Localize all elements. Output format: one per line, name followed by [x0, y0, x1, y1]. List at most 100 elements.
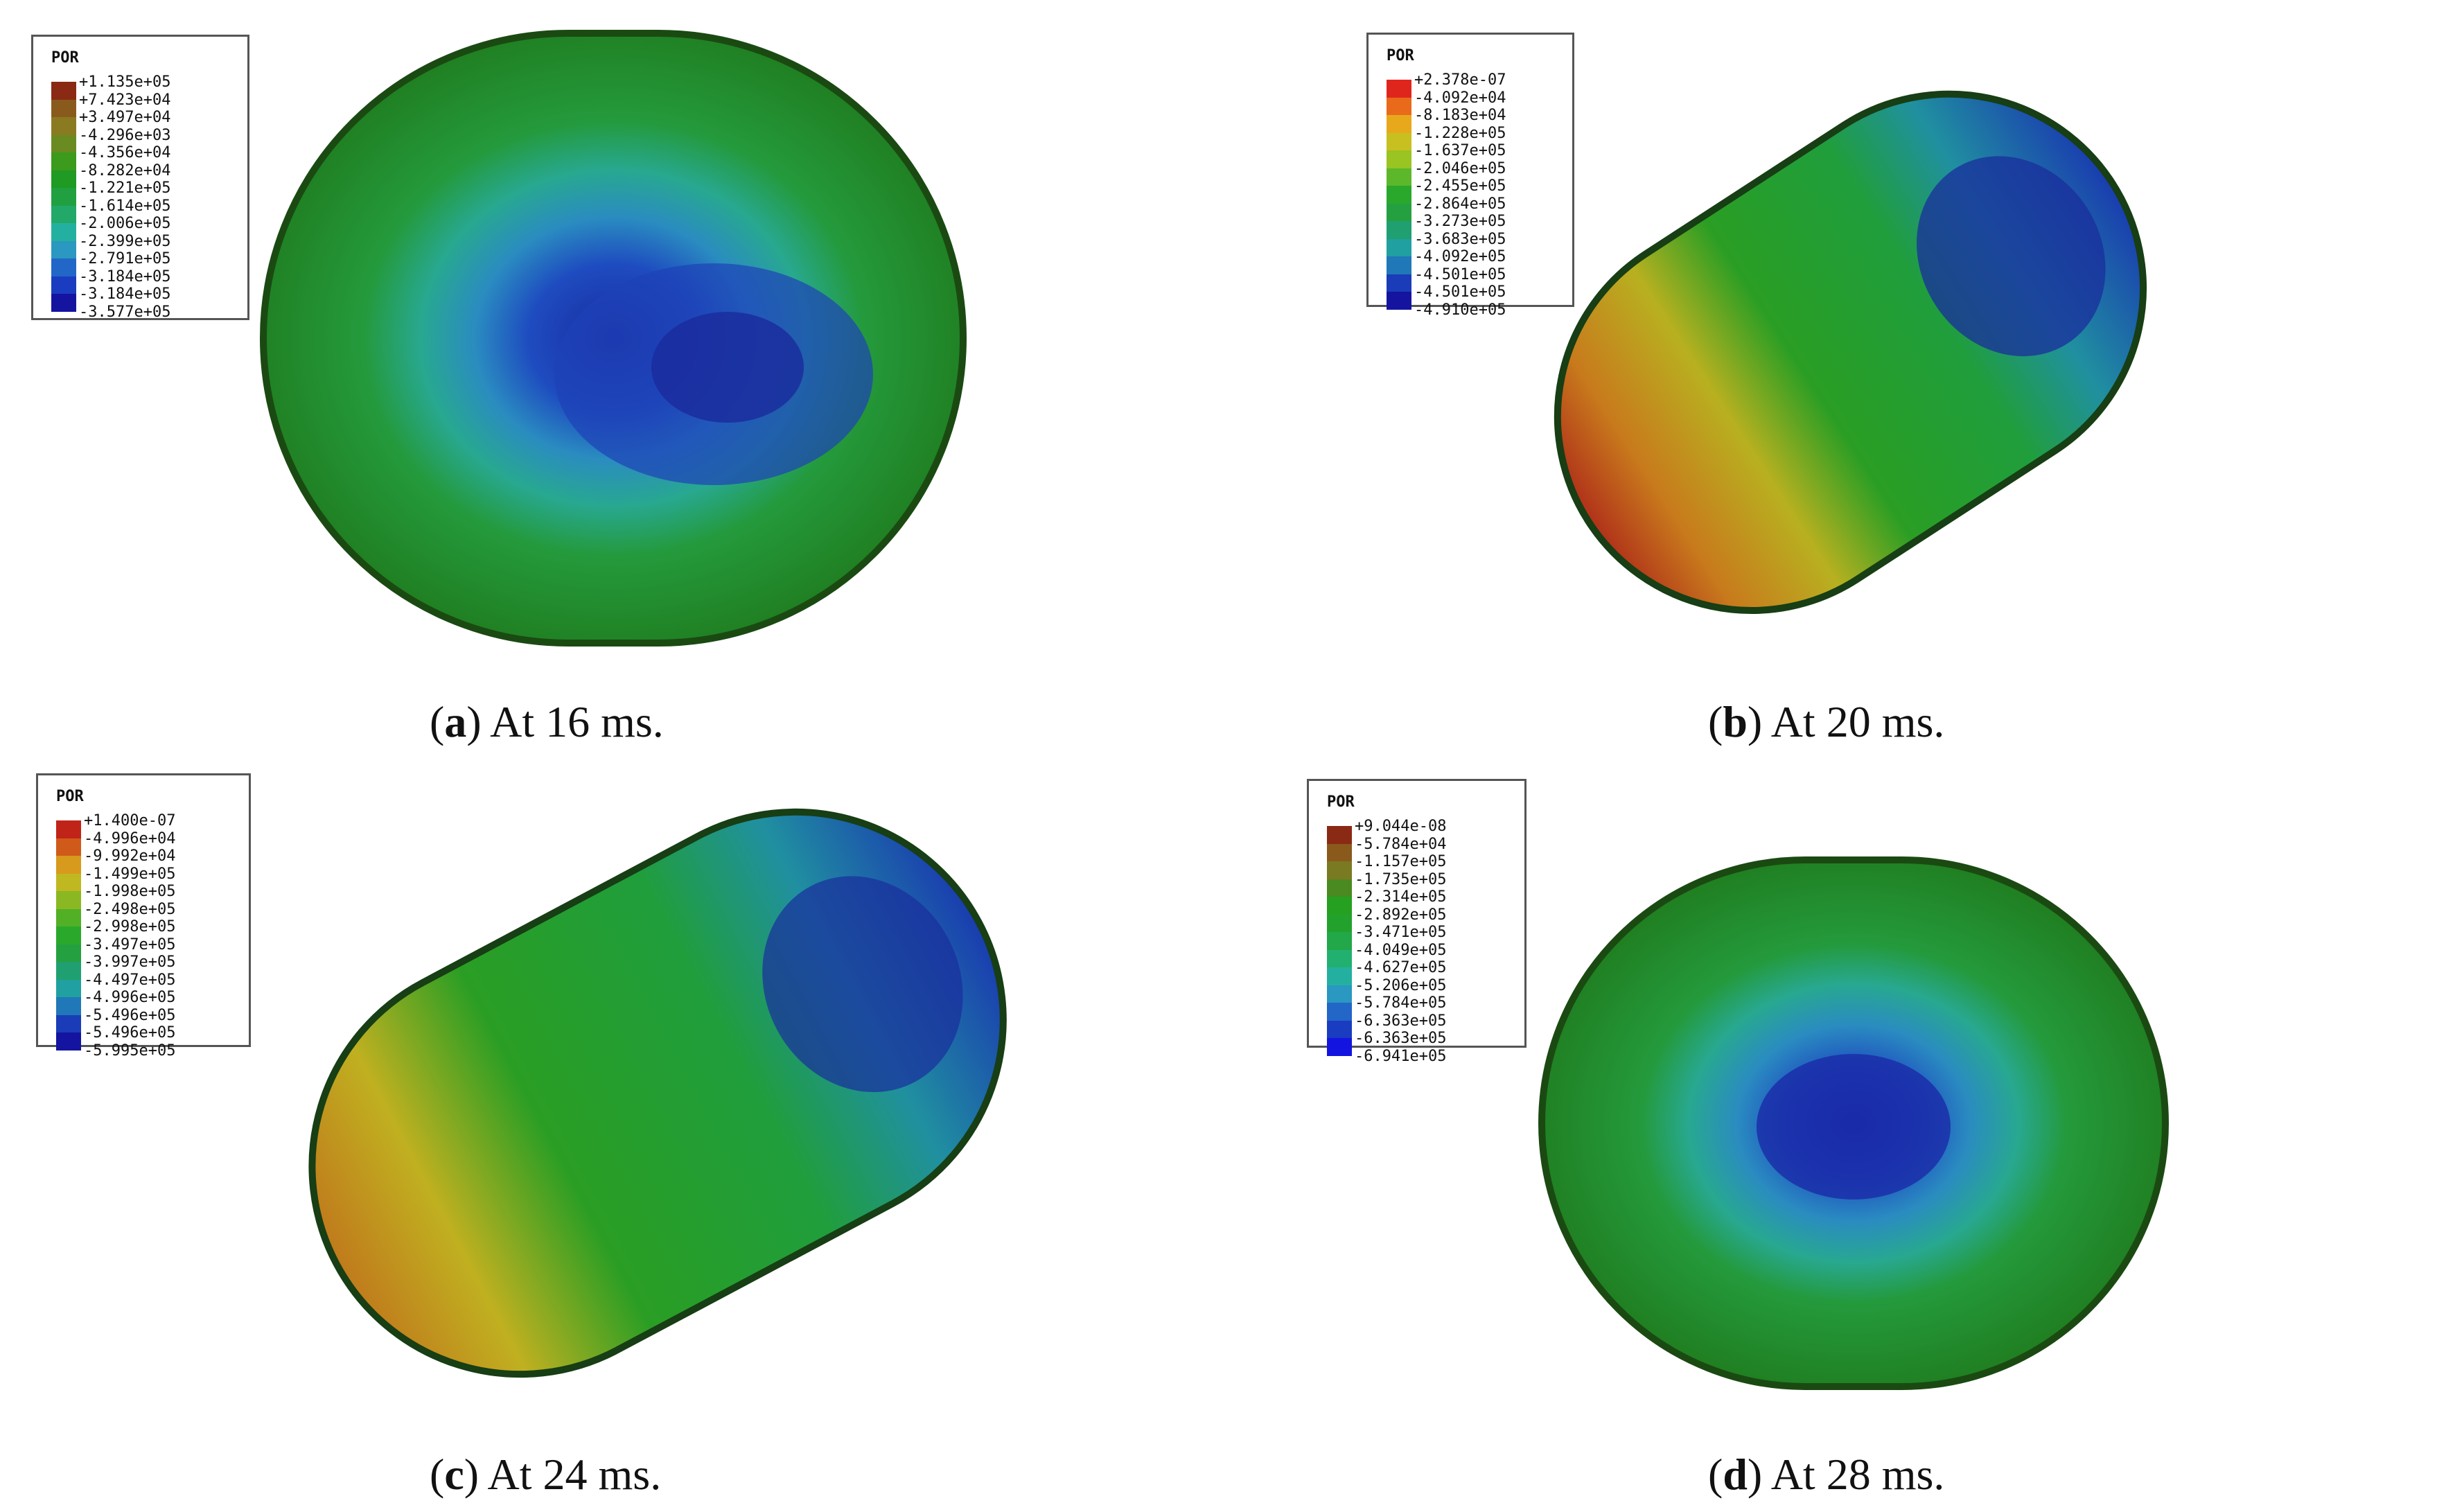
legend-swatch	[51, 188, 76, 206]
legend-value: -4.910e+05	[1414, 301, 1506, 319]
legend-entry: -3.471e+05	[1327, 925, 1528, 950]
legend-swatch	[56, 944, 81, 962]
caption: (c) At 24 ms.	[430, 1450, 662, 1499]
legend-value: -1.998e+05	[84, 883, 176, 900]
panel-b: POR +2.378e-07 -4.092e+04 -8.183e+04 -1.228…	[1223, 0, 2446, 756]
legend-swatch	[56, 962, 81, 980]
legend-entry: -1.221e+05	[51, 181, 252, 206]
legend-title: POR	[51, 49, 79, 67]
legend-swatch	[1327, 826, 1352, 844]
caption-letter: d	[1723, 1450, 1748, 1499]
legend-entry: -4.356e+04	[51, 146, 252, 170]
legend-value: -3.577e+05	[79, 303, 171, 321]
legend-value: -4.296e+03	[79, 126, 171, 144]
legend-value: -1.735e+05	[1355, 870, 1447, 888]
legend-entry: -5.496e+05	[56, 1008, 257, 1032]
legend-swatch	[1387, 274, 1411, 292]
legend-entry: -4.092e+05	[1387, 249, 1587, 274]
legend-swatch	[51, 276, 76, 294]
legend-entry: -2.998e+05	[56, 920, 257, 944]
legend-entry: -9.992e+04	[56, 849, 257, 874]
pore-pressure-contour-plot	[1554, 90, 2147, 614]
caption-letter: b	[1723, 697, 1748, 746]
legend-value: -4.049e+05	[1355, 941, 1447, 959]
legend-swatch	[56, 820, 81, 838]
legend-swatch	[1327, 985, 1352, 1003]
legend-swatch	[1327, 967, 1352, 985]
legend-entry: -1.499e+05	[56, 866, 257, 891]
legend-value: -2.455e+05	[1414, 177, 1506, 195]
legend-value: -6.363e+05	[1355, 1012, 1447, 1030]
legend-entry: -2.791e+05	[51, 252, 252, 276]
legend-swatch	[56, 926, 81, 944]
legend-entry: -1.157e+05	[1327, 854, 1528, 879]
legend-swatch	[51, 294, 76, 312]
legend-value: -5.784e+04	[1355, 835, 1447, 853]
legend-value: -5.784e+05	[1355, 994, 1447, 1012]
legend-swatch	[51, 170, 76, 188]
legend-swatch	[51, 205, 76, 223]
legend: POR +9.044e-08 -5.784e+04 -1.157e+05 -1.735…	[1307, 779, 1528, 1064]
legend-value: -4.501e+05	[1414, 283, 1506, 301]
legend-value: -2.006e+05	[79, 215, 171, 232]
legend-swatch	[56, 908, 81, 926]
legend-value: -9.992e+04	[84, 847, 176, 865]
legend-value: -3.683e+05	[1414, 230, 1506, 248]
legend-entry: -2.399e+05	[51, 234, 252, 258]
caption-letter: a	[444, 697, 467, 746]
legend-entry: -4.996e+05	[56, 990, 257, 1015]
legend-value: -5.496e+05	[84, 1006, 176, 1024]
legend-swatch	[1327, 1003, 1352, 1021]
legend-entry: -4.501e+05	[1387, 267, 1587, 292]
legend-entry: -4.627e+05	[1327, 960, 1528, 985]
legend-value: -1.499e+05	[84, 865, 176, 883]
legend-swatch	[1327, 932, 1352, 950]
legend-entry: -6.363e+05	[1327, 1013, 1528, 1038]
legend-entry: +1.135e+05	[51, 75, 252, 100]
legend-entry: -3.683e+05	[1387, 231, 1587, 256]
legend: POR +1.135e+05 +7.423e+04 +3.497e+04 -4.296…	[31, 35, 249, 320]
legend-entry: -1.637e+05	[1387, 143, 1587, 168]
legend-swatch	[51, 82, 76, 100]
legend-value: -1.637e+05	[1414, 142, 1506, 159]
legend-value: -2.399e+05	[79, 232, 171, 250]
legend-entry: -3.577e+05	[51, 304, 252, 330]
legend-entry: -3.497e+05	[56, 937, 257, 962]
pore-pressure-contour-plot	[308, 808, 1007, 1378]
legend-swatch	[51, 134, 76, 152]
legend-swatch	[1387, 238, 1411, 256]
legend-entry: -5.496e+05	[56, 1026, 257, 1051]
legend-entry: -8.183e+04	[1387, 108, 1587, 133]
legend-value: -3.273e+05	[1414, 213, 1506, 230]
legend-entry: -6.941e+05	[1327, 1048, 1528, 1074]
legend-swatch	[1387, 256, 1411, 274]
legend-swatch	[1327, 843, 1352, 861]
legend-swatch	[1387, 80, 1411, 98]
legend-entry: +3.497e+04	[51, 110, 252, 135]
caption-text: At 24 ms.	[487, 1450, 662, 1499]
legend-swatch	[56, 838, 81, 856]
legend-value: +1.400e-07	[84, 812, 176, 829]
legend-swatch	[56, 1032, 81, 1051]
legend-entry: +9.044e-08	[1327, 819, 1528, 844]
legend-value: -4.497e+05	[84, 971, 176, 989]
legend-entry: -3.997e+05	[56, 955, 257, 980]
legend-swatch	[1327, 861, 1352, 879]
legend-entry: +7.423e+04	[51, 92, 252, 117]
legend-value: +3.497e+04	[79, 109, 171, 126]
legend-value: -3.497e+05	[84, 935, 176, 953]
legend-value: -5.496e+05	[84, 1024, 176, 1041]
legend-value: -2.892e+05	[1355, 906, 1447, 924]
legend-swatch	[51, 99, 76, 117]
legend-entry: -4.996e+04	[56, 831, 257, 856]
legend-value: -5.995e+05	[84, 1041, 176, 1060]
legend-value: -3.471e+05	[1355, 924, 1447, 941]
legend-value: -6.363e+05	[1355, 1030, 1447, 1047]
legend-value: +7.423e+04	[79, 91, 171, 109]
legend-swatch	[1327, 914, 1352, 932]
legend-entry: -4.092e+04	[1387, 90, 1587, 115]
legend-entry: -5.784e+05	[1327, 996, 1528, 1021]
legend-value: +1.135e+05	[79, 73, 171, 91]
caption-text: At 20 ms.	[1770, 697, 1945, 746]
pore-pressure-contour-plot	[1538, 856, 2169, 1390]
